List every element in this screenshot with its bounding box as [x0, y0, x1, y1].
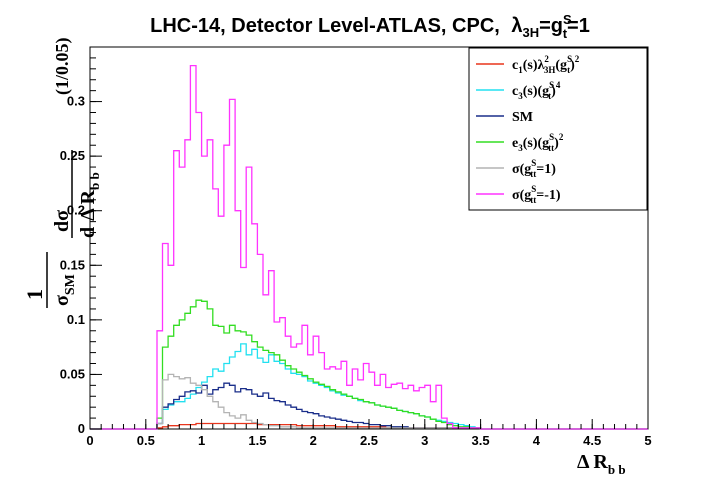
y-tick-label: 0.15	[60, 257, 85, 272]
legend-label-4: σ(gS tt=1)	[512, 158, 556, 179]
x-tick-label: 1.5	[248, 433, 266, 448]
y-tick-label: 0	[78, 421, 85, 436]
y-label-sigma: σ	[51, 295, 73, 306]
x-tick-label: 3.5	[472, 433, 490, 448]
y-axis: 00.050.10.150.20.250.3	[60, 46, 102, 436]
y-label-one: 1	[22, 289, 47, 300]
x-tick-label: 2	[310, 433, 317, 448]
title-lambda-sub: 3H	[523, 25, 540, 40]
x-tick-label: 2.5	[360, 433, 378, 448]
legend-label-5: σ(gS tt=-1)	[512, 184, 561, 205]
svg-text:1: 1	[22, 289, 47, 300]
x-axis: 0 0.5 1 1.5 2 2.5 3 3.5 4 4.5 5	[86, 419, 652, 448]
y-label-binning: (1/0.05)	[52, 38, 73, 96]
title-lambda: λ	[511, 15, 522, 37]
legend-label-3: e3(s)(gS tt)2	[512, 132, 564, 153]
x-tick-label: 4.5	[583, 433, 601, 448]
y-tick-label: 0.3	[67, 94, 85, 109]
svg-text:σSM: σSM	[51, 274, 78, 306]
legend-label-0: c1(s)λ2 3H(gS t)2	[512, 54, 580, 75]
x-tick-label: 5	[644, 433, 651, 448]
x-tick-label: 4	[533, 433, 541, 448]
y-tick-label: 0.1	[67, 312, 85, 327]
x-axis-label: Δ Rb b	[577, 451, 626, 477]
legend-items: c1(s)λ2 3H(gS t)2 c3(s)(gS t)4 SM e3(s)(gS tt)2…	[476, 54, 580, 205]
x-tick-label: 1	[198, 433, 205, 448]
svg-text:(1/0.05): (1/0.05)	[52, 38, 73, 96]
legend-label-2: SM	[512, 110, 533, 125]
y-label-sigma-sub: SM	[63, 274, 78, 295]
x-tick-label: 3	[421, 433, 428, 448]
legend-box	[468, 47, 648, 211]
x-tick-label: 0	[86, 433, 93, 448]
y-label-d: d	[77, 227, 99, 238]
title-g-sup: S	[563, 12, 572, 27]
title-eq: =g	[539, 15, 563, 37]
chart-title: LHC-14, Detector Level-ATLAS, CPC, λ3H=g…	[150, 12, 590, 41]
y-label-dr: Δ R	[77, 189, 99, 220]
series-line-1	[90, 343, 648, 430]
y-tick-label: 0.05	[60, 366, 85, 381]
x-axis-label-sub: b b	[608, 462, 626, 477]
y-label-dr-sub: b b	[87, 172, 102, 190]
series-line-3	[90, 299, 648, 430]
svg-text:dΔ Rb b: d Δ Rb b	[77, 172, 102, 238]
legend-label-1: c3(s)(gS t)4	[512, 80, 561, 101]
y-label-dsigma: dσ	[51, 210, 73, 232]
svg-text:dσ: dσ	[51, 210, 73, 232]
legend: c1(s)λ2 3H(gS t)2 c3(s)(gS t)4 SM e3(s)(gS tt)2…	[468, 47, 648, 211]
x-axis-label-main: Δ R	[577, 451, 608, 473]
title-g-sub: t	[563, 26, 568, 41]
series-line-5	[90, 64, 648, 430]
title-prefix: LHC-14, Detector Level-ATLAS, CPC,	[150, 15, 500, 37]
title-suffix: =1	[567, 15, 590, 37]
x-tick-label: 0.5	[137, 433, 155, 448]
y-axis-label: 1 σSM dσ d Δ Rb b (1/0.05)	[22, 38, 102, 308]
